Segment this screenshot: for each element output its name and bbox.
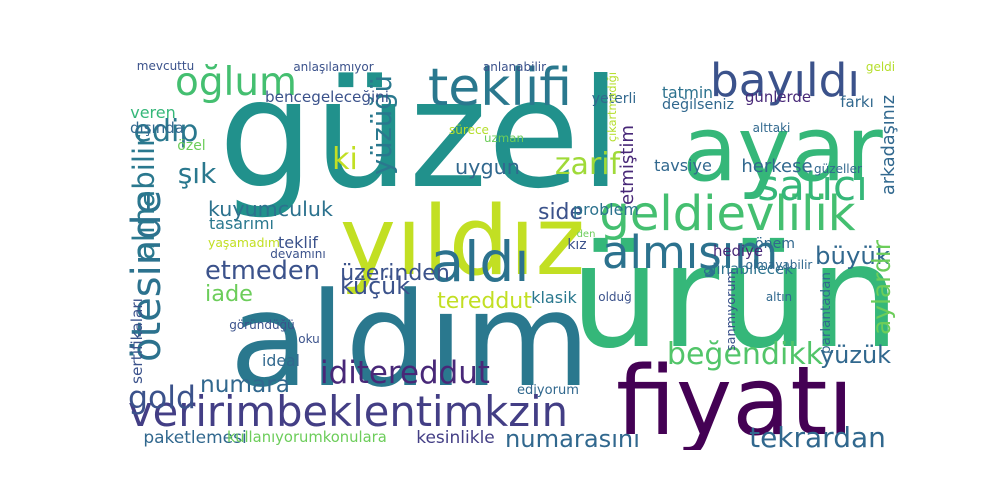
- word-hediye: hediye: [713, 242, 763, 260]
- word-guzeller: güzeller: [814, 162, 862, 176]
- word-tasarimi: tasarımı: [209, 214, 274, 234]
- word-numarasini: numarasını: [505, 424, 640, 450]
- word-fiyati: fiyatı: [616, 347, 854, 450]
- word-yasamadim: yaşamadım: [208, 234, 280, 250]
- word-kiz: kız: [567, 237, 587, 253]
- word-yuzuk: yüzük: [819, 341, 892, 369]
- word-sik: şık: [177, 157, 217, 190]
- word-altin: altın: [765, 290, 793, 304]
- word-cikartmadigi: çıkartmadığı: [606, 72, 620, 142]
- word-kucuk: küçük: [340, 272, 410, 301]
- word-klasik: klasik: [531, 288, 577, 307]
- word-paketlemesi: paketlemesi: [143, 428, 247, 448]
- word-herkese: herkese: [741, 156, 813, 177]
- word-aldim: aldım: [229, 264, 591, 416]
- word-satici: satıcı: [757, 161, 868, 210]
- word-tavsiye: tavsiye: [654, 156, 712, 175]
- word-etmistim: etmiştim: [616, 125, 638, 205]
- word-side: side: [538, 200, 583, 226]
- word-etmeden: etmeden: [205, 256, 320, 287]
- word-buyuk: büyük: [815, 240, 890, 270]
- word-gold: gold: [128, 380, 196, 417]
- word-ayar: ayar: [682, 97, 883, 202]
- word-anlanabilir: anlanabilir: [482, 60, 547, 74]
- word-gorundugu: göründüğü: [229, 318, 295, 332]
- word-zarif: zarif: [554, 147, 621, 182]
- word-teklifi: teklifi: [427, 58, 573, 118]
- word-yeterli: yeterli: [591, 91, 637, 107]
- word-den: den: [576, 229, 596, 240]
- word-aldi: aldı: [430, 230, 530, 294]
- word-sertifikalari: sertifikaları: [128, 298, 147, 384]
- word-onem: önem: [755, 235, 795, 252]
- word-tekrardan: tekrardan: [749, 421, 886, 451]
- word-ideal: ideal: [262, 351, 300, 371]
- word-numara: numara: [200, 371, 290, 399]
- word-yildiz: yıldız: [339, 187, 586, 297]
- word-uzman: uzman: [484, 131, 524, 146]
- word-alinabilir: alınabilir: [126, 134, 161, 260]
- word-iditereddut: iditereddut: [320, 354, 490, 391]
- word-ozel: özel: [177, 138, 206, 154]
- word-oglum: oğlum: [175, 60, 297, 106]
- word-tereddut: tereddut: [437, 289, 532, 314]
- word-tatmin: tatmin: [662, 84, 713, 103]
- word-kuyumculuk: kuyumculuk: [208, 196, 333, 221]
- word-bencegelecegini: bencegeleceğini: [265, 88, 389, 107]
- word-gunlerde: günlerde: [745, 87, 811, 106]
- word-olmayabilir: olmayabilir: [745, 258, 813, 272]
- word-disinda: dışında: [130, 119, 184, 138]
- word-arkadasiniz: arkadaşınız: [879, 95, 900, 195]
- word-anlasilamiyor: anlaşılamıyor: [293, 60, 374, 74]
- word-parlantadan: parlantadan: [818, 272, 835, 354]
- word-geldi: geldi: [865, 60, 896, 74]
- word-devamini: devamını: [270, 247, 326, 261]
- word-aylardir: aylardır: [867, 240, 897, 335]
- word-veren: veren: [130, 103, 176, 122]
- word-alttaki: alttaki: [752, 121, 791, 135]
- word-veririmbeklentimkzin: veririmbeklentimkzin: [128, 387, 569, 437]
- word-cloud: güzel ürün aldım fiyatı ayar yıldız veri…: [125, 50, 900, 450]
- word-teklif: teklif: [278, 233, 318, 252]
- word-edip: edip: [133, 114, 199, 149]
- word-sanmiyorum: sanmıyorum: [723, 271, 739, 351]
- word-guzel: güzel: [218, 50, 622, 222]
- word-kullaniyorumkonulara: kullanıyorumkonulara: [227, 429, 387, 447]
- word-almisim: almışım: [601, 226, 779, 279]
- word-degilseniz: değilseniz: [662, 97, 734, 114]
- word-alinabilecek: alınabilecek: [703, 260, 793, 279]
- word-oku: oku: [298, 332, 320, 346]
- word-farki: farkı: [840, 93, 874, 111]
- word-uygun: uygun: [455, 155, 520, 180]
- word-mevcuttu: mevcuttu: [136, 59, 195, 73]
- word-ediyorum: ediyorum: [517, 383, 579, 399]
- word-urun: ürün: [570, 214, 900, 381]
- word-oldug: olduğ: [598, 290, 632, 304]
- word-iade: iade: [205, 280, 253, 307]
- word-geldievlilik: geldievlilik: [599, 186, 856, 242]
- word-kesinlikle: kesinlikle: [416, 428, 495, 448]
- word-begendikk: beğendikk: [666, 337, 824, 372]
- word-surece: sürece: [449, 123, 489, 137]
- word-ki: ki: [332, 142, 358, 177]
- word-bayildi: bayıldı: [710, 54, 860, 108]
- word-uzerinden: üzerinden: [340, 261, 450, 286]
- word-problem: problem: [573, 200, 639, 220]
